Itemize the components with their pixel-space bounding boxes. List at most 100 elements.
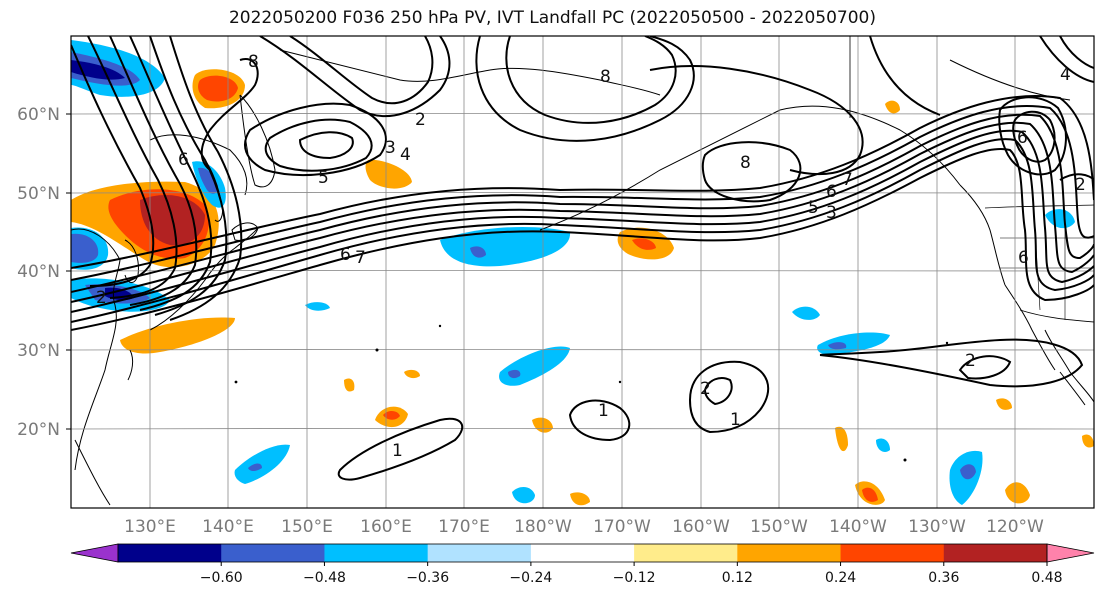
contour-jet-2 xyxy=(71,138,1094,323)
contour-hudson xyxy=(869,36,941,116)
colorbar-tick-label: −0.60 xyxy=(200,570,243,586)
colorbar-cells xyxy=(118,544,1048,562)
border-canada-us xyxy=(984,204,1094,209)
colorbar-tick-label: 0.48 xyxy=(1031,570,1062,586)
contour-ne-asia-1 xyxy=(259,36,451,118)
colorbar: −0.60 −0.48 −0.36 −0.24 −0.12 0.12 0.24 0.36 0.4… xyxy=(70,543,1095,586)
contour-ne-ring1 xyxy=(998,96,1067,176)
contour-label: 2 xyxy=(415,110,426,130)
contour-label: 6 xyxy=(1018,248,1029,268)
gridlines xyxy=(71,36,1094,508)
axis-ticks xyxy=(66,113,71,430)
contour-label: 2 xyxy=(700,379,711,399)
contour-label: 7 xyxy=(355,248,366,268)
contour-alaska-8 xyxy=(701,141,802,203)
contour-label: 6 xyxy=(1017,128,1028,148)
shade-blue-midpac xyxy=(440,226,571,267)
contour-jet-7 xyxy=(71,95,1094,269)
colorbar-cell xyxy=(118,544,222,562)
contour-label: 2 xyxy=(965,351,976,371)
lon-label: 130°E xyxy=(124,517,176,537)
colorbar-tick-label: 0.36 xyxy=(928,570,959,586)
contour-label: 2 xyxy=(1075,175,1086,195)
colorbar-border xyxy=(117,543,1048,563)
contour-label: 4 xyxy=(400,145,411,165)
contour-bering-2 xyxy=(505,36,677,124)
colorbar-cell xyxy=(427,544,532,562)
lon-label: 160°W xyxy=(672,517,730,537)
colorbar-cell xyxy=(324,544,429,562)
contour-sub-1a xyxy=(337,417,464,481)
coast-westus xyxy=(1004,284,1056,371)
lon-label: 150°E xyxy=(281,517,333,537)
contour-okhotsk-ring3 xyxy=(298,131,354,160)
contour-label: 4 xyxy=(1060,65,1071,85)
contour-label: 1 xyxy=(392,441,403,461)
shade-blue-sub2 xyxy=(817,332,890,355)
shade-red-midpac xyxy=(632,238,656,250)
lat-label-30n: 30°N xyxy=(17,341,60,361)
shade-red-sub1 xyxy=(383,410,400,420)
shade-blue-sub8 xyxy=(876,438,890,452)
shade-dblue-sakhalin xyxy=(198,167,218,194)
longitude-labels: 130°E 140°E 150°E 160°E 170°E 180°W 170°… xyxy=(124,517,1044,537)
contour-label: 7 xyxy=(842,170,853,190)
colorbar-extend-left xyxy=(70,543,119,563)
colorbar-tick-label: −0.48 xyxy=(303,570,346,586)
coast-siberia xyxy=(279,49,491,82)
contour-jet-3 xyxy=(71,129,1094,313)
colorbar-tick-label: 0.24 xyxy=(825,570,856,586)
contour-east-1 xyxy=(1059,173,1094,181)
shade-orange-sub11 xyxy=(404,369,420,379)
contour-sub-1c-inner xyxy=(703,377,733,406)
contour-sub-1b xyxy=(568,399,631,442)
contour-sub-1c xyxy=(688,360,770,434)
shade-dblue-sub4 xyxy=(248,463,262,471)
island-chain-2 xyxy=(74,439,111,506)
colorbar-cell xyxy=(943,544,1048,562)
contour-sub-2b xyxy=(958,355,1012,380)
contour-gulf xyxy=(649,65,864,176)
contour-label: 1 xyxy=(598,401,609,421)
contour-ne-corner xyxy=(1059,36,1094,69)
contour-nw-6 xyxy=(71,44,155,287)
map-title: 2022050200 F036 250 hPa PV, IVT Landfall… xyxy=(228,8,876,28)
latitude-labels: 60°N 50°N 40°N 30°N 20°N xyxy=(17,105,60,440)
lat-label-60n: 60°N xyxy=(17,105,60,125)
contour-label: 5 xyxy=(318,168,329,188)
colorbar-tick-label: −0.36 xyxy=(406,570,449,586)
shade-orange-sub5 xyxy=(1005,482,1030,504)
lon-label: 130°W xyxy=(908,517,966,537)
contour-sub-2 xyxy=(819,338,1084,388)
map-frame-bg xyxy=(71,36,1094,508)
colorbar-tick-label: 0.12 xyxy=(722,570,753,586)
colorbar-cell xyxy=(634,544,738,562)
shade-dblue-korea xyxy=(71,233,99,263)
lat-label-20n: 20°N xyxy=(17,420,60,440)
coast-alaska-west xyxy=(489,67,661,96)
coast-mexico xyxy=(1059,371,1086,406)
contour-label-group: 8 2 3 4 5 6 7 8 5 6 7 3 4 2 6 1 1 1 2 2 … xyxy=(96,52,1086,461)
colorbar-tick-labels: −0.60 −0.48 −0.36 −0.24 −0.12 0.12 0.24 0.36 0.4… xyxy=(200,562,1063,586)
shade-orange-sub10 xyxy=(344,378,355,392)
shade-dblue-sub1 xyxy=(508,369,521,379)
contour-ne-corner2 xyxy=(1039,36,1094,83)
coast-asia xyxy=(71,228,121,471)
contour-label: 1 xyxy=(730,410,741,430)
lat-label-40n: 40°N xyxy=(17,262,60,282)
shade-blue-sub7 xyxy=(1045,209,1075,229)
lon-label: 170°W xyxy=(593,517,651,537)
shade-orange-sub6 xyxy=(835,426,848,452)
shade-blue-sub6 xyxy=(512,486,535,504)
small-islands xyxy=(234,324,949,462)
colorbar-cell xyxy=(737,544,842,562)
lon-label: 150°W xyxy=(750,517,808,537)
contour-label: 8 xyxy=(740,153,751,173)
contour-label: 3 xyxy=(826,203,837,223)
contour-jet-1 xyxy=(71,148,1094,331)
lon-label: 170°E xyxy=(438,517,490,537)
shade-orange-southjapan xyxy=(120,317,235,354)
contour-label: 8 xyxy=(600,67,611,87)
contour-okhotsk-ring2 xyxy=(264,118,373,172)
